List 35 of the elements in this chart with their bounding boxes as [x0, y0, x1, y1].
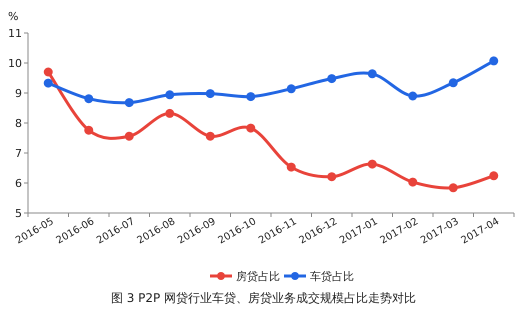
point [448, 78, 458, 88]
y-axis-title: % [8, 10, 18, 23]
point [489, 171, 498, 180]
point [408, 92, 418, 100]
point [489, 56, 498, 66]
point [286, 84, 296, 94]
point [165, 108, 174, 118]
point [84, 126, 94, 135]
y-tick-label: 10 [8, 57, 22, 70]
y-tick-label: 6 [15, 177, 22, 190]
point [84, 94, 94, 104]
y-tick-label: 8 [15, 117, 22, 130]
point [124, 132, 134, 141]
point [327, 74, 336, 84]
point [448, 183, 458, 192]
point [44, 78, 53, 88]
point [124, 98, 134, 108]
point [246, 92, 256, 102]
legend-label: 房贷占比 [236, 270, 280, 283]
point [368, 69, 377, 78]
point [286, 162, 296, 172]
point [327, 172, 336, 182]
text: 图 3 P2P 网贷行业车贷、房贷业务成交规模占比走势对比 [110, 291, 416, 305]
y-tick-label: 9 [15, 87, 22, 100]
point [206, 89, 215, 98]
y-tick-label: 7 [15, 147, 22, 160]
point [408, 178, 418, 187]
point [44, 68, 53, 76]
point [165, 90, 174, 100]
y-tick-label: 5 [15, 207, 22, 220]
point [206, 132, 215, 141]
legend-label: 车贷占比 [310, 270, 354, 283]
y-tick-label: 11 [8, 27, 22, 40]
point [246, 124, 256, 133]
point [368, 160, 377, 169]
